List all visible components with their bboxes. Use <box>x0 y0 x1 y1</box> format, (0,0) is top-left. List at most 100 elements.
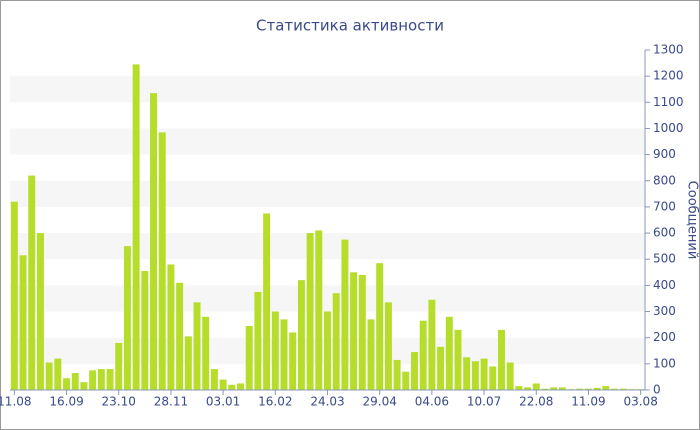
bar <box>202 316 210 390</box>
bar <box>306 233 314 390</box>
bar <box>454 329 462 390</box>
bar <box>611 388 619 390</box>
bar <box>367 319 375 390</box>
y-tick-label: 400 <box>653 278 676 292</box>
x-tick-label: 29.04 <box>363 395 397 409</box>
bar <box>541 388 549 390</box>
y-axis-label: Сообщений <box>685 181 700 260</box>
bar <box>619 388 627 390</box>
x-tick-label: 16.09 <box>49 395 83 409</box>
bar <box>115 342 123 390</box>
grid-band <box>10 180 645 207</box>
bar <box>36 233 44 390</box>
bar <box>358 274 366 390</box>
bar <box>471 361 479 390</box>
bar <box>402 371 410 390</box>
bar <box>297 280 305 390</box>
bar <box>271 311 279 390</box>
bar <box>193 302 201 390</box>
bar <box>106 369 114 390</box>
bar <box>428 299 436 390</box>
y-tick-label: 900 <box>653 147 676 161</box>
x-tick-label: 04.06 <box>415 395 449 409</box>
y-tick-label: 1300 <box>653 43 684 57</box>
bar <box>437 346 445 390</box>
x-tick-label: 28.11 <box>154 395 188 409</box>
bar <box>150 93 158 391</box>
bar <box>237 383 244 390</box>
bar <box>19 255 27 390</box>
bar <box>515 386 523 390</box>
bar <box>28 175 36 390</box>
bar <box>97 369 105 390</box>
bar <box>376 263 384 390</box>
y-tick-label: 1000 <box>653 121 684 135</box>
bar <box>324 311 331 390</box>
bar <box>480 358 488 390</box>
x-tick-label: 16.02 <box>258 395 292 409</box>
bar <box>280 319 288 390</box>
bar <box>411 352 418 390</box>
bar <box>393 359 401 390</box>
bar <box>332 293 340 390</box>
bar <box>489 366 497 390</box>
y-tick-label: 1200 <box>653 69 684 83</box>
bar <box>210 369 218 390</box>
bar <box>550 387 558 390</box>
grid-band <box>10 285 645 312</box>
y-tick-label: 600 <box>653 226 676 240</box>
bar <box>254 291 262 390</box>
x-tick-label: 11.09 <box>571 395 605 409</box>
grid-band <box>10 128 645 155</box>
bar <box>167 264 175 390</box>
y-tick-label: 700 <box>653 199 676 213</box>
bar <box>176 282 184 390</box>
y-tick-label: 200 <box>653 330 676 344</box>
bar <box>602 386 610 390</box>
bar <box>506 362 514 390</box>
bar <box>45 362 53 390</box>
chart-title: Статистика активности <box>256 17 444 35</box>
bar <box>89 370 97 390</box>
x-tick-label: 03.08 <box>623 395 657 409</box>
bar <box>341 239 349 390</box>
x-tick-label: 10.07 <box>467 395 501 409</box>
bar <box>384 302 392 390</box>
y-tick-label: 300 <box>653 304 676 318</box>
bar <box>141 271 149 390</box>
y-tick-label: 0 <box>653 383 661 397</box>
bar <box>71 373 79 390</box>
bar <box>219 379 227 390</box>
bar <box>532 383 540 390</box>
bar <box>132 64 140 390</box>
bar <box>80 382 88 390</box>
bar <box>576 388 584 390</box>
grid-band <box>10 233 645 260</box>
x-tick-label: 23.10 <box>102 395 136 409</box>
bar <box>63 378 71 390</box>
bar <box>524 387 532 390</box>
bar <box>158 132 166 390</box>
x-tick-label: 24.03 <box>310 395 344 409</box>
y-tick-label: 100 <box>653 356 676 370</box>
bar <box>263 213 271 390</box>
grid-band <box>10 76 645 103</box>
y-tick-label: 1100 <box>653 95 684 109</box>
bar <box>350 272 358 390</box>
bar <box>289 332 297 390</box>
bar <box>54 358 62 390</box>
x-tick-label: 03.01 <box>206 395 240 409</box>
bar <box>315 230 323 390</box>
bar <box>123 246 131 390</box>
bar <box>497 329 505 390</box>
bar <box>445 316 453 390</box>
y-tick-label: 800 <box>653 173 676 187</box>
bar <box>184 336 192 390</box>
y-tick-label: 500 <box>653 252 676 266</box>
x-tick-label: 22.08 <box>519 395 553 409</box>
bar <box>10 201 18 390</box>
x-tick-label: 11.08 <box>0 395 32 409</box>
bar <box>245 325 253 390</box>
